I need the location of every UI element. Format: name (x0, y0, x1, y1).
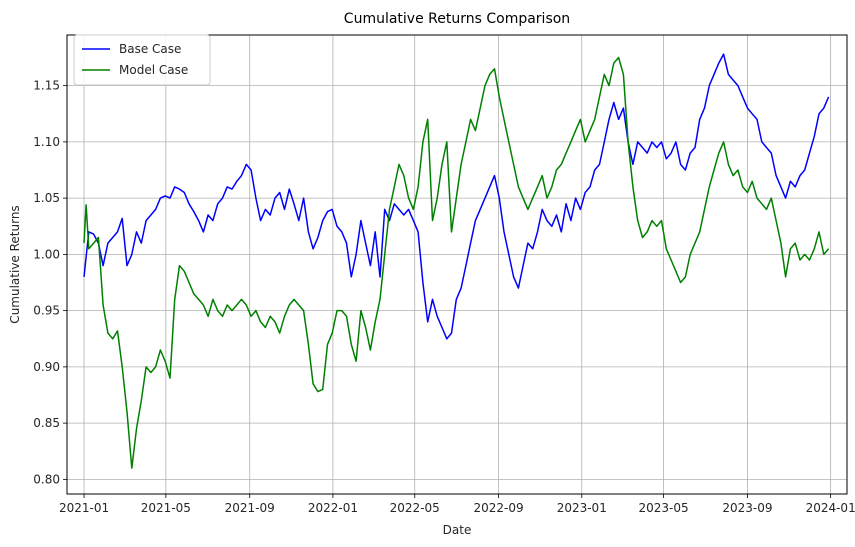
series-line-base-case (83, 53, 830, 340)
y-axis-title: Cumulative Returns (8, 205, 22, 323)
x-tick-label: 2023-09 (722, 501, 772, 515)
x-tick-label: 2021-09 (225, 501, 275, 515)
legend-box (73, 34, 211, 86)
x-tick-label: 2022-09 (474, 501, 524, 515)
x-tick-label: 2023-05 (639, 501, 689, 515)
y-tick-label: 0.85 (33, 416, 60, 430)
grid (67, 35, 847, 494)
chart-title: Cumulative Returns Comparison (344, 11, 570, 27)
x-tick-label: 2021-01 (59, 501, 109, 515)
legend: Base Case Model Case (73, 34, 211, 86)
series-lines (83, 53, 830, 469)
x-tick-label: 2021-05 (141, 501, 191, 515)
legend-label: Model Case (119, 63, 188, 77)
x-tick-label: 2022-01 (308, 501, 358, 515)
legend-label: Base Case (119, 42, 181, 56)
plot-frame (66, 34, 848, 495)
series-line-model-case (83, 56, 830, 469)
x-tick-label: 2022-05 (390, 501, 440, 515)
x-tick-label: 2023-01 (557, 501, 607, 515)
y-tick-label: 1.15 (33, 79, 60, 93)
y-tick-label: 1.00 (33, 247, 60, 261)
y-tick-label: 0.80 (33, 472, 60, 486)
y-tick-label: 1.10 (33, 135, 60, 149)
x-tick-label: 2024-01 (806, 501, 855, 515)
y-tick-label: 1.05 (33, 191, 60, 205)
x-axis-title: Date (443, 523, 472, 537)
y-tick-label: 0.90 (33, 360, 60, 374)
axis-ticks: 2021-01 2021-05 2021-09 2022-01 2022-05 2022-… (33, 79, 855, 515)
y-tick-label: 0.95 (33, 304, 60, 318)
